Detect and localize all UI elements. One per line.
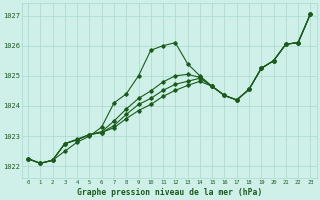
X-axis label: Graphe pression niveau de la mer (hPa): Graphe pression niveau de la mer (hPa) bbox=[76, 188, 262, 197]
